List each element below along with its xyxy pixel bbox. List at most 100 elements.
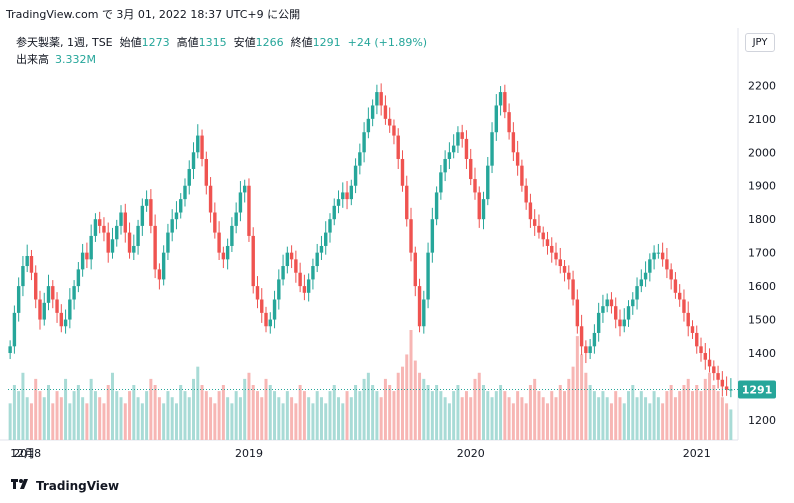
candle-body: [311, 266, 315, 280]
candle-body: [392, 125, 396, 136]
candle-body: [652, 252, 656, 260]
candle-body: [550, 245, 554, 253]
ohlc-legend: 参天製薬, 1週, TSE 始値1273 高値1315 安値1266 終値129…: [16, 34, 427, 50]
candle-body: [349, 185, 354, 200]
volume-bar: [422, 378, 426, 440]
candle-body: [306, 279, 311, 293]
volume-bar: [213, 403, 217, 440]
candle-body: [596, 312, 601, 333]
x-tick-label: 2020: [457, 447, 485, 460]
volume-bar: [204, 391, 208, 440]
candle-body: [16, 286, 21, 313]
volume-bar: [341, 403, 345, 440]
candle-body: [187, 169, 191, 186]
candle-body: [695, 332, 699, 347]
volume-bar: [524, 403, 528, 440]
volume-bar: [38, 391, 42, 440]
close-label: 終値: [290, 36, 313, 49]
volume-bar: [708, 372, 712, 440]
y-tick-label: 2100: [748, 113, 776, 126]
candle-body: [400, 158, 405, 186]
candle-body: [673, 279, 678, 293]
candle-body: [618, 319, 622, 327]
candle-body: [545, 239, 550, 246]
volume-bar: [183, 391, 187, 440]
volume-bar: [217, 391, 221, 440]
candle-body: [720, 379, 725, 387]
candle-body: [626, 306, 631, 320]
volume-bar: [93, 391, 97, 440]
volume-bar: [162, 403, 166, 440]
currency-badge[interactable]: JPY: [745, 33, 775, 52]
volume-bar: [196, 366, 200, 440]
candle-body: [89, 235, 93, 260]
candle-body: [255, 286, 260, 300]
candle-body: [682, 299, 686, 313]
volume-bar: [464, 391, 468, 440]
volume-bar: [115, 391, 119, 440]
candle-body: [123, 212, 127, 233]
volume-bar: [273, 391, 277, 440]
candle-body: [46, 286, 51, 303]
candle-body: [298, 272, 302, 287]
candle-body: [242, 185, 247, 193]
candle-body: [477, 192, 481, 220]
candle-body: [635, 286, 639, 300]
candle-body: [140, 205, 145, 226]
volume-bar: [652, 391, 656, 440]
volume-bar: [362, 378, 366, 440]
volume-bar: [503, 391, 507, 440]
candle-body: [25, 256, 29, 267]
symbol-label[interactable]: 参天製薬, 1週, TSE: [16, 36, 113, 49]
candle-body: [260, 299, 264, 313]
candle-body: [396, 135, 400, 159]
candle-body: [677, 292, 682, 300]
volume-bar: [537, 391, 541, 440]
volume-bar: [558, 385, 562, 440]
volume-bar: [597, 397, 601, 440]
candle-body: [302, 286, 307, 293]
candle-body: [656, 252, 661, 254]
volume-bar: [264, 378, 268, 440]
volume-bar: [720, 397, 724, 440]
candle-body: [541, 232, 545, 240]
candle-body: [571, 279, 575, 300]
volume-bar: [149, 378, 153, 440]
volume-bar: [528, 385, 532, 440]
candle-body: [562, 266, 567, 273]
candle-body: [170, 219, 174, 233]
candle-body: [528, 202, 533, 220]
y-tick-label: 2000: [748, 146, 776, 159]
candle-body: [34, 272, 38, 300]
open-label: 始値: [119, 36, 142, 49]
volume-bar: [349, 397, 353, 440]
low-label: 安値: [233, 36, 256, 49]
candle-body: [724, 386, 729, 390]
volume-bar: [119, 397, 123, 440]
candle-body: [196, 135, 200, 153]
volume-bar: [98, 397, 102, 440]
candle-body: [486, 165, 490, 200]
volume-bar: [375, 391, 379, 440]
volume-bar: [396, 372, 400, 440]
volume-bar: [716, 391, 720, 440]
volume-bar: [725, 403, 729, 440]
y-tick-label: 1800: [748, 213, 776, 226]
volume-bar: [439, 391, 443, 440]
candle-body: [294, 259, 298, 273]
volume-bar: [42, 397, 46, 440]
candle-body: [567, 272, 571, 280]
volume-bar: [592, 391, 596, 440]
volume-bar: [64, 378, 68, 440]
y-tick-label: 1900: [748, 180, 776, 193]
candle-body: [51, 286, 55, 300]
volume-bar: [302, 391, 306, 440]
volume-bar: [392, 391, 396, 440]
candle-body: [29, 256, 34, 273]
candle-body: [8, 346, 12, 354]
candle-body: [106, 232, 110, 253]
candle-body: [183, 185, 187, 200]
candle-body: [592, 332, 597, 347]
footer-brand[interactable]: TradingView: [10, 478, 119, 493]
